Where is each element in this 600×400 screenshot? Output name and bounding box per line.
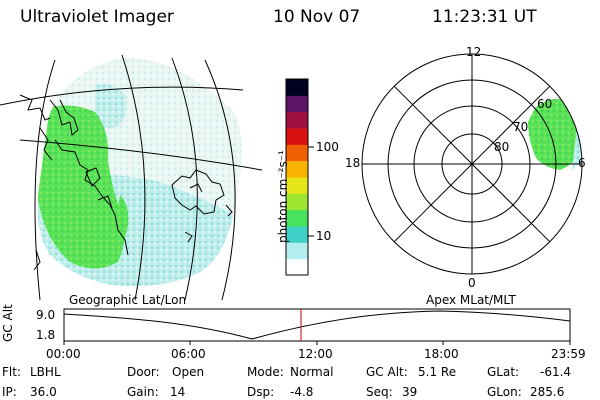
mlat-label-60: 60 (537, 97, 553, 111)
colorbar-stack (286, 79, 308, 276)
time-label: 11:23:31 UT (432, 7, 537, 27)
mode-value: Normal (290, 365, 334, 379)
colorbar-band (286, 193, 308, 211)
ip-value: 36.0 (30, 385, 57, 399)
dsp-label: Dsp: (247, 385, 275, 399)
mlat-label-80: 80 (494, 140, 510, 154)
colorbar-tick-10: 10 (316, 229, 332, 243)
filter-value: LBHL (30, 365, 61, 379)
timeline-ytick-low: 1.8 (36, 328, 56, 342)
glon-label: GLon: (487, 385, 522, 399)
timeline-xtick-2359: 23:59 (551, 347, 586, 361)
mlat-label-70: 70 (513, 120, 529, 134)
gc-alt-label: GC Alt: (366, 365, 408, 379)
colorbar-band (286, 258, 308, 276)
timeline-ytick-high: 9.0 (36, 308, 56, 322)
coastlines (19, 94, 233, 271)
colorbar-band (286, 144, 308, 162)
colorbar-band (286, 79, 308, 96)
colorbar-band (286, 95, 308, 113)
colorbar-band (286, 111, 308, 129)
geo-map (0, 54, 263, 301)
dsp-value: -4.8 (290, 385, 314, 399)
polar-plot-caption: Apex MLat/MLT (426, 293, 516, 307)
mlt-label-18: 18 (345, 156, 361, 170)
colorbar (285, 78, 314, 276)
seq-value: 39 (402, 385, 418, 399)
colorbar-tick-100: 100 (316, 140, 339, 154)
timeline (63, 308, 571, 345)
timeline-xtick-1800: 18:00 (424, 347, 459, 361)
timeline-axis-label: GC Alt (1, 304, 15, 342)
colorbar-band (286, 209, 308, 227)
gain-value: 14 (170, 385, 186, 399)
colorbar-band (286, 226, 308, 243)
colorbar-band (286, 160, 308, 178)
gain-label: Gain: (127, 385, 159, 399)
colorbar-band (286, 242, 308, 260)
mlt-label-0: 0 (468, 276, 476, 290)
glon-value: 285.6 (530, 385, 565, 399)
glat-value: -61.4 (540, 365, 572, 379)
altitude-curve (63, 310, 571, 340)
geo-map-caption: Geographic Lat/Lon (69, 293, 187, 307)
mode-label: Mode: (247, 365, 284, 379)
instrument-title: Ultraviolet Imager (20, 7, 174, 27)
door-value: Open (172, 365, 205, 379)
seq-label: Seq: (366, 385, 393, 399)
filter-label: Flt: (2, 365, 21, 379)
glat-label: GLat: (487, 365, 520, 379)
polar-plot (361, 53, 583, 275)
mlt-label-6: 6 (578, 156, 586, 170)
ip-label: IP: (2, 385, 17, 399)
gc-alt-value: 5.1 Re (418, 365, 457, 379)
timeline-xtick-1200: 12:00 (298, 347, 333, 361)
date-label: 10 Nov 07 (273, 7, 361, 27)
timeline-xtick-0000: 00:00 (46, 347, 81, 361)
timeline-xtick-0600: 06:00 (171, 347, 206, 361)
mlt-label-12: 12 (466, 45, 482, 59)
colorbar-band (286, 128, 308, 145)
colorbar-unit-label: photon cm⁻²s⁻¹ (276, 150, 290, 243)
door-label: Door: (127, 365, 160, 379)
colorbar-band (286, 177, 308, 194)
